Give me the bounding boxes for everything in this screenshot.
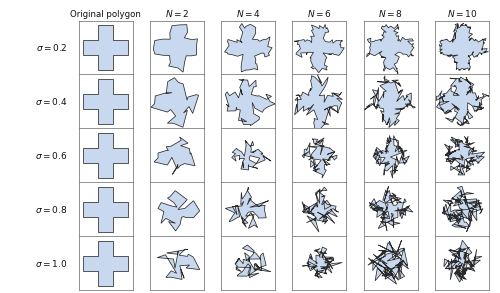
Polygon shape (364, 76, 416, 128)
Text: $\sigma =0.4$: $\sigma =0.4$ (35, 96, 68, 107)
Text: $N = 2$: $N = 2$ (164, 8, 189, 19)
Text: $N = 10$: $N = 10$ (446, 8, 477, 19)
Polygon shape (294, 74, 343, 131)
Text: $N = 8$: $N = 8$ (378, 8, 403, 19)
Polygon shape (83, 241, 128, 286)
Polygon shape (294, 24, 344, 73)
Polygon shape (373, 135, 410, 178)
Polygon shape (369, 186, 413, 231)
Polygon shape (83, 133, 128, 178)
Polygon shape (151, 78, 198, 127)
Polygon shape (232, 141, 271, 170)
Polygon shape (302, 138, 337, 178)
Polygon shape (158, 249, 200, 280)
Polygon shape (154, 25, 198, 72)
Polygon shape (368, 240, 408, 284)
Polygon shape (302, 247, 342, 278)
Polygon shape (83, 187, 128, 232)
Text: $N = 6$: $N = 6$ (307, 8, 332, 19)
Text: Original polygon: Original polygon (70, 10, 141, 19)
Text: $\sigma =1.0$: $\sigma =1.0$ (35, 258, 68, 269)
Polygon shape (224, 23, 272, 72)
Polygon shape (302, 187, 339, 232)
Polygon shape (442, 186, 483, 232)
Text: $\sigma =0.2$: $\sigma =0.2$ (36, 42, 68, 53)
Polygon shape (83, 79, 128, 124)
Polygon shape (444, 136, 484, 175)
Polygon shape (366, 24, 414, 74)
Text: $\sigma =0.8$: $\sigma =0.8$ (36, 204, 68, 215)
Polygon shape (226, 79, 275, 126)
Polygon shape (444, 240, 482, 282)
Polygon shape (226, 187, 268, 229)
Polygon shape (158, 191, 200, 231)
Polygon shape (154, 137, 195, 174)
Polygon shape (235, 245, 271, 277)
Text: $\sigma =0.6$: $\sigma =0.6$ (35, 150, 68, 161)
Text: $N = 4$: $N = 4$ (236, 8, 260, 19)
Polygon shape (436, 77, 491, 126)
Polygon shape (83, 25, 128, 70)
Polygon shape (439, 23, 488, 71)
